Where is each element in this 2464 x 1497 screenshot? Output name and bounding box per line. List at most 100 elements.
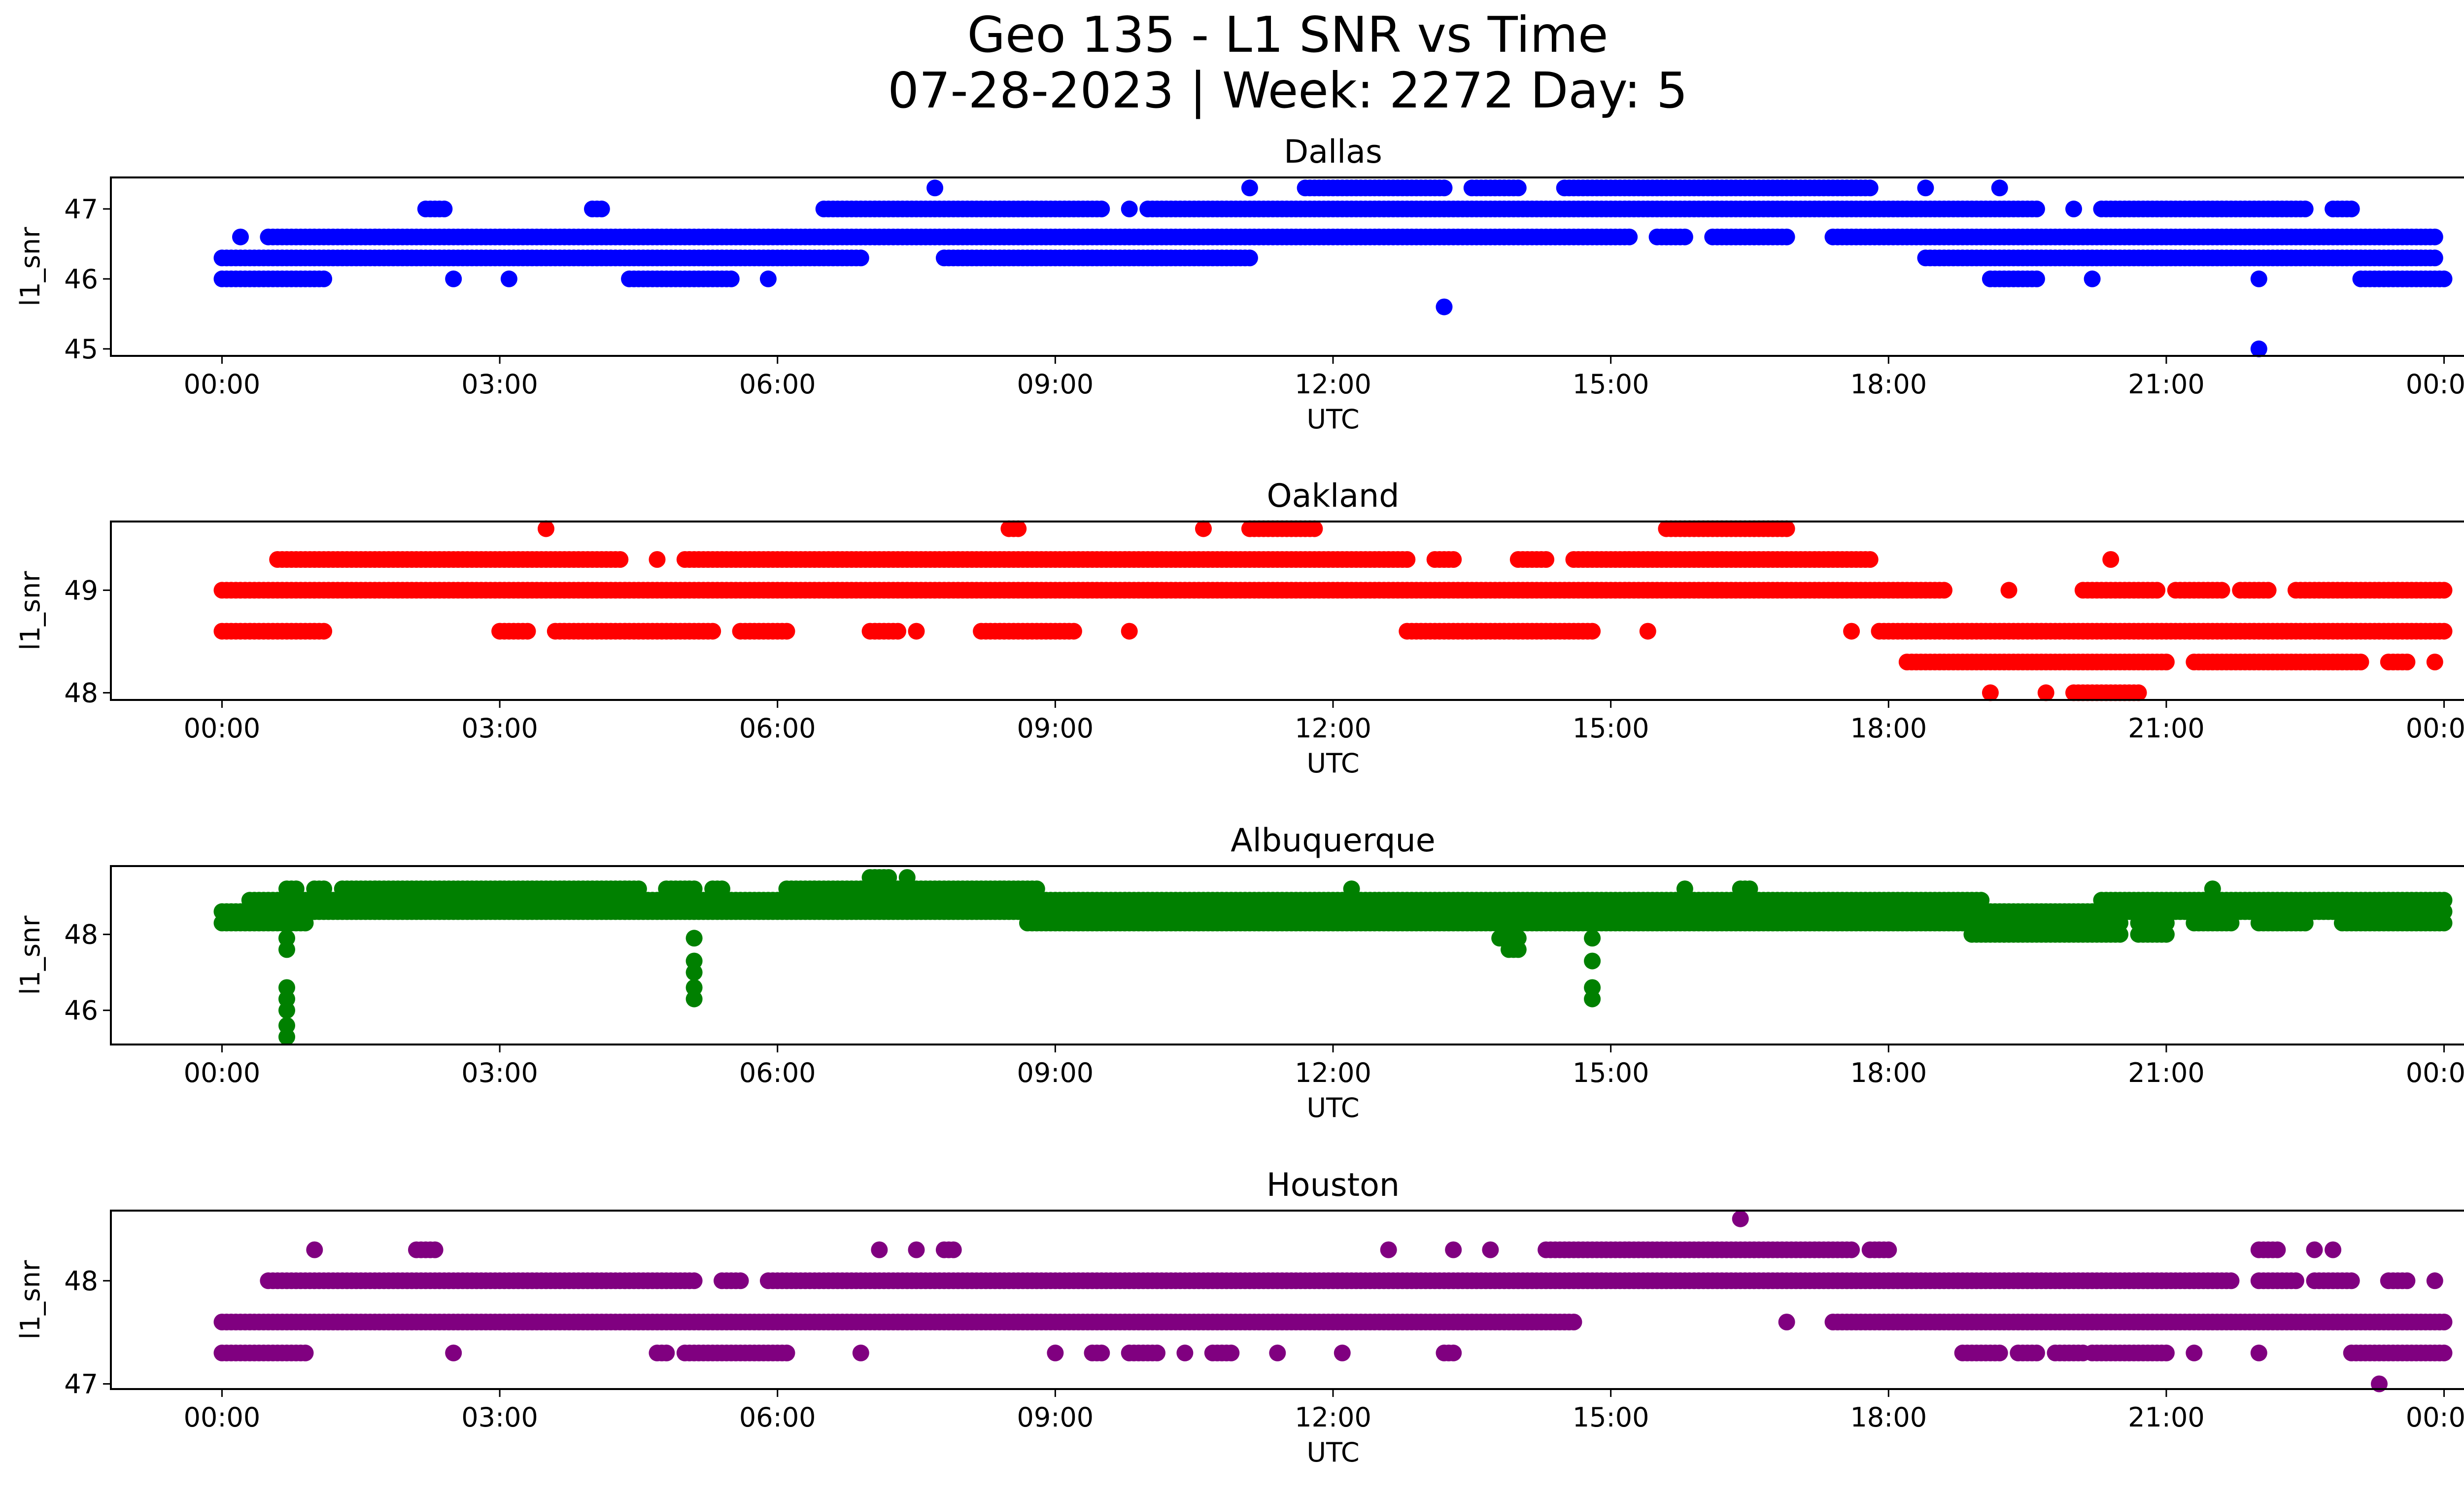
- y-axis-label: l1_snr: [15, 915, 46, 995]
- data-point: [1584, 623, 1601, 640]
- data-point: [926, 179, 943, 196]
- data-point: [1677, 880, 1693, 897]
- data-point: [297, 1345, 314, 1361]
- data-point: [630, 880, 647, 897]
- data-point: [779, 1345, 795, 1361]
- data-point: [686, 880, 703, 897]
- data-point: [853, 1345, 869, 1361]
- data-point: [1093, 201, 1110, 217]
- data-point: [880, 869, 897, 886]
- data-point: [2028, 201, 2045, 217]
- data-point: [1843, 623, 1860, 640]
- y-tick-label: 48: [64, 919, 98, 950]
- data-point: [278, 930, 295, 946]
- y-tick-label: 46: [64, 995, 98, 1026]
- data-point: [1121, 623, 1138, 640]
- data-point: [232, 229, 249, 245]
- data-point: [2436, 1314, 2453, 1330]
- data-point: [2251, 341, 2267, 357]
- data-point: [288, 880, 305, 897]
- data-point: [732, 1272, 749, 1289]
- x-tick-label: 15:00: [1573, 369, 1649, 400]
- data-point: [1028, 880, 1045, 897]
- data-point: [2102, 551, 2119, 568]
- data-point: [1399, 551, 1415, 568]
- data-point: [1306, 521, 1323, 537]
- data-point: [2436, 892, 2453, 908]
- data-point: [2065, 201, 2082, 217]
- data-point: [278, 979, 295, 996]
- x-tick-label: 03:00: [461, 713, 538, 744]
- x-axis-label: UTC: [1306, 748, 1359, 779]
- data-point: [2028, 1345, 2045, 1361]
- data-point: [1241, 179, 1258, 196]
- data-point: [2436, 623, 2453, 640]
- x-tick-label: 03:00: [461, 369, 538, 400]
- data-point: [1640, 623, 1656, 640]
- data-point: [1121, 201, 1138, 217]
- data-point: [1584, 979, 1601, 996]
- data-point: [2158, 1345, 2175, 1361]
- x-tick-label: 12:00: [1295, 369, 1371, 400]
- data-point: [686, 953, 703, 970]
- data-point: [1779, 521, 1795, 537]
- data-point: [2186, 1345, 2202, 1361]
- data-point: [1973, 892, 1989, 908]
- x-tick-label: 15:00: [1573, 1057, 1649, 1088]
- data-point: [2288, 1272, 2304, 1289]
- data-point: [1510, 179, 1527, 196]
- x-tick-label: 00:00: [184, 713, 261, 744]
- data-point: [853, 249, 869, 266]
- data-point: [315, 880, 332, 897]
- x-tick-label: 18:00: [1850, 369, 1927, 400]
- data-point: [686, 930, 703, 946]
- data-point: [593, 201, 610, 217]
- data-point: [2223, 1272, 2239, 1289]
- x-axis-label: UTC: [1306, 404, 1359, 435]
- y-tick-label: 45: [64, 334, 98, 365]
- data-point: [1334, 1345, 1351, 1361]
- data-point: [1991, 1345, 2008, 1361]
- data-point: [1982, 684, 1999, 701]
- data-point: [2436, 1345, 2453, 1361]
- x-tick-label: 00:00: [184, 1057, 261, 1088]
- x-tick-label: 18:00: [1850, 1057, 1927, 1088]
- x-tick-label: 12:00: [1295, 1057, 1371, 1088]
- y-axis-label: l1_snr: [15, 227, 46, 307]
- data-point: [2149, 582, 2165, 598]
- data-point: [2427, 654, 2443, 670]
- data-point: [1566, 1314, 1582, 1330]
- data-point: [278, 1017, 295, 1034]
- data-point: [1936, 582, 1952, 598]
- data-point: [1862, 179, 1879, 196]
- y-tick-label: 49: [64, 575, 98, 606]
- data-point: [1779, 1314, 1795, 1330]
- data-point: [2297, 201, 2314, 217]
- data-point: [2214, 582, 2230, 598]
- data-point: [1149, 1345, 1165, 1361]
- x-tick-label: 00:00: [2406, 1057, 2464, 1088]
- data-point: [2130, 684, 2147, 701]
- data-point: [2001, 582, 2018, 598]
- data-point: [1269, 1345, 1286, 1361]
- data-point: [908, 623, 925, 640]
- data-point: [1621, 229, 1638, 245]
- data-point: [714, 880, 730, 897]
- data-point: [1510, 930, 1527, 946]
- data-point: [1779, 229, 1795, 245]
- data-point: [2028, 271, 2045, 287]
- data-point: [779, 623, 795, 640]
- data-point: [2038, 684, 2054, 701]
- x-tick-label: 09:00: [1017, 369, 1094, 400]
- data-point: [2427, 249, 2443, 266]
- data-point: [1047, 1345, 1063, 1361]
- data-point: [1223, 1345, 1239, 1361]
- data-point: [2251, 271, 2267, 287]
- data-point: [1093, 1345, 1110, 1361]
- data-point: [1584, 953, 1601, 970]
- data-point: [2260, 582, 2277, 598]
- data-point: [1445, 551, 1462, 568]
- data-point: [2251, 1345, 2267, 1361]
